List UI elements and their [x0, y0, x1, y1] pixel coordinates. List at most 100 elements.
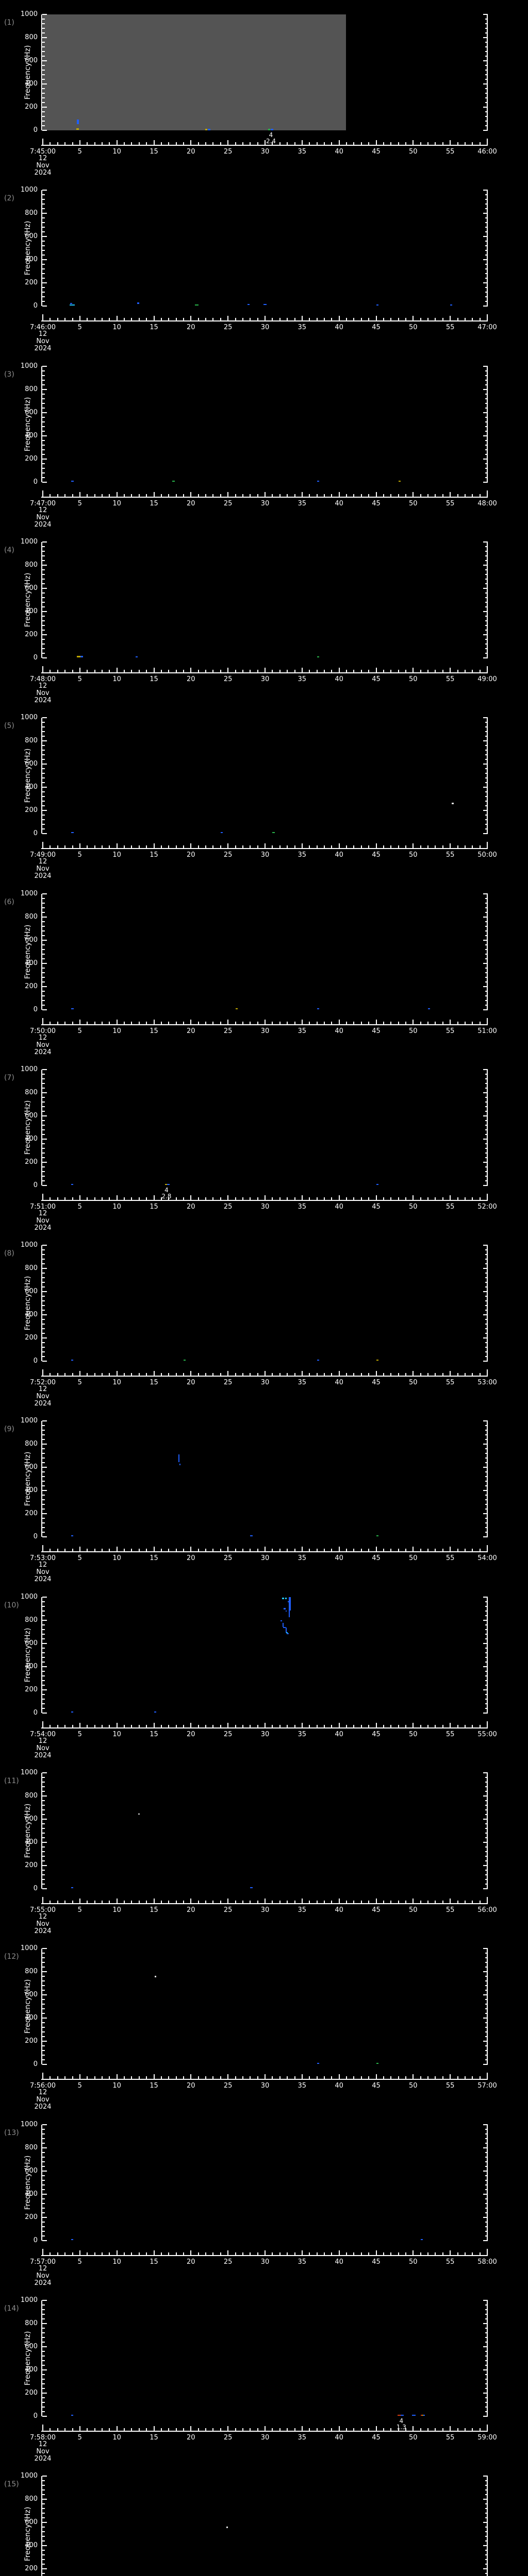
y-axis-tick — [485, 1657, 488, 1658]
x-axis-tick — [250, 1022, 251, 1024]
y-axis-tick — [42, 79, 45, 80]
x-axis-tick — [309, 1197, 310, 1200]
spectrogram-mark — [250, 1535, 253, 1537]
x-axis-tick — [390, 1725, 392, 1727]
x-axis-tick — [294, 2252, 295, 2255]
y-axis-tick — [42, 944, 45, 945]
x-axis-tick — [64, 1725, 66, 1727]
y-tick-label: 800 — [25, 2495, 38, 2503]
x-axis-tick — [412, 1899, 414, 1903]
y-axis-tick — [485, 579, 488, 580]
x-axis-tick — [323, 1197, 325, 1200]
x-tick-label: 35 — [298, 675, 307, 683]
y-axis-tick — [42, 2184, 45, 2185]
spectrogram-mark — [290, 1597, 291, 1611]
x-axis-tick — [72, 1373, 73, 1376]
y-axis-tick — [483, 37, 488, 38]
x-axis-tick — [190, 843, 192, 848]
y-axis-tick — [42, 2198, 45, 2199]
x-axis-tick — [398, 1549, 399, 1551]
spectrogram-mark — [428, 1008, 431, 1010]
y-axis-tick — [485, 1328, 488, 1329]
y-axis-tick — [485, 2360, 488, 2361]
x-axis-tick — [301, 2074, 303, 2079]
x-axis-tick — [212, 670, 214, 672]
x-tick-label: 15 — [150, 851, 158, 859]
x-axis-tick — [338, 492, 340, 497]
x-tick-label: 25 — [223, 2082, 233, 2090]
x-axis-tick — [79, 492, 80, 497]
x-axis-tick — [257, 2428, 258, 2431]
spectrogram-mark — [283, 1627, 286, 1629]
x-axis-tick — [79, 1020, 80, 1024]
x-axis-tick — [160, 1549, 162, 1551]
y-axis-tick — [42, 560, 45, 561]
x-tick-label: 25 — [223, 1731, 233, 1738]
y-axis-tick — [42, 222, 45, 223]
y-axis-tick — [42, 541, 47, 543]
x-axis-tick — [87, 1022, 88, 1024]
x-tick-label: 35 — [298, 2082, 307, 2090]
y-axis-tick — [42, 1259, 45, 1260]
x-axis-tick — [183, 1022, 184, 1024]
spectrogram-mark — [250, 1887, 253, 1889]
y-axis-line-right — [487, 2300, 488, 2416]
x-axis-tick — [94, 1901, 95, 1903]
x-axis-tick — [72, 1197, 73, 1200]
y-axis-tick — [485, 1171, 488, 1172]
y-axis-tick — [42, 1638, 45, 1639]
y-axis-tick — [42, 2166, 45, 2167]
y-axis-tick — [483, 60, 488, 61]
x-axis-tick — [220, 318, 221, 320]
x-axis-tick — [375, 1020, 377, 1024]
x-axis-tick — [227, 1195, 229, 1200]
x-axis-tick — [205, 1549, 207, 1551]
date-line: Nov — [36, 514, 50, 521]
y-axis-tick — [42, 796, 45, 797]
x-axis-tick — [420, 845, 421, 848]
y-axis-tick — [485, 1143, 488, 1144]
x-axis-tick — [442, 1549, 443, 1551]
y-axis-tick — [483, 1994, 488, 1995]
x-axis-tick — [131, 2076, 133, 2079]
x-tick-label: 35 — [298, 2258, 307, 2266]
x-axis-start-time: 7:48:00 — [29, 675, 56, 683]
x-axis-tick — [131, 1022, 133, 1024]
y-axis-tick — [42, 1291, 47, 1292]
y-axis-tick — [42, 1694, 45, 1695]
x-axis-tick — [138, 1549, 140, 1551]
y-tick-label: 400 — [25, 783, 38, 791]
y-axis-tick — [485, 2013, 488, 2014]
y-axis-tick — [485, 944, 488, 945]
x-axis-tick — [487, 1545, 488, 1551]
x-axis-date: 12 Nov 2024 — [17, 507, 69, 529]
y-axis-tick — [42, 1249, 45, 1250]
y-axis-tick — [485, 2045, 488, 2046]
x-axis-tick — [272, 2252, 273, 2255]
x-tick-label: 20 — [187, 1379, 195, 1386]
panel-index-label: (8) — [4, 1249, 14, 1258]
y-axis-tick — [485, 1356, 488, 1357]
y-axis-tick — [485, 2036, 488, 2037]
x-axis-tick — [153, 1195, 155, 1200]
x-axis-tick — [294, 142, 295, 145]
y-axis-tick — [42, 2022, 45, 2023]
x-axis-tick — [197, 1725, 199, 1727]
y-axis-tick — [42, 602, 45, 603]
spectrogram-mark — [283, 1608, 286, 1609]
x-axis-tick — [331, 1549, 333, 1551]
x-axis-tick — [227, 1020, 229, 1024]
x-axis-tick — [316, 845, 318, 848]
y-axis-tick — [485, 194, 488, 195]
x-axis-tick — [175, 1901, 177, 1903]
x-axis-tick — [57, 1022, 58, 1024]
x-tick-label: 45 — [372, 148, 381, 156]
y-axis-tick — [485, 1282, 488, 1283]
x-axis-tick — [360, 1373, 362, 1376]
x-axis-tick — [375, 1371, 377, 1376]
x-axis-tick — [398, 318, 399, 320]
x-tick-label: 10 — [112, 1906, 121, 1914]
x-axis-tick — [390, 2252, 392, 2255]
x-axis-date: 12 Nov 2024 — [17, 1913, 69, 1935]
y-axis-tick — [42, 384, 45, 385]
